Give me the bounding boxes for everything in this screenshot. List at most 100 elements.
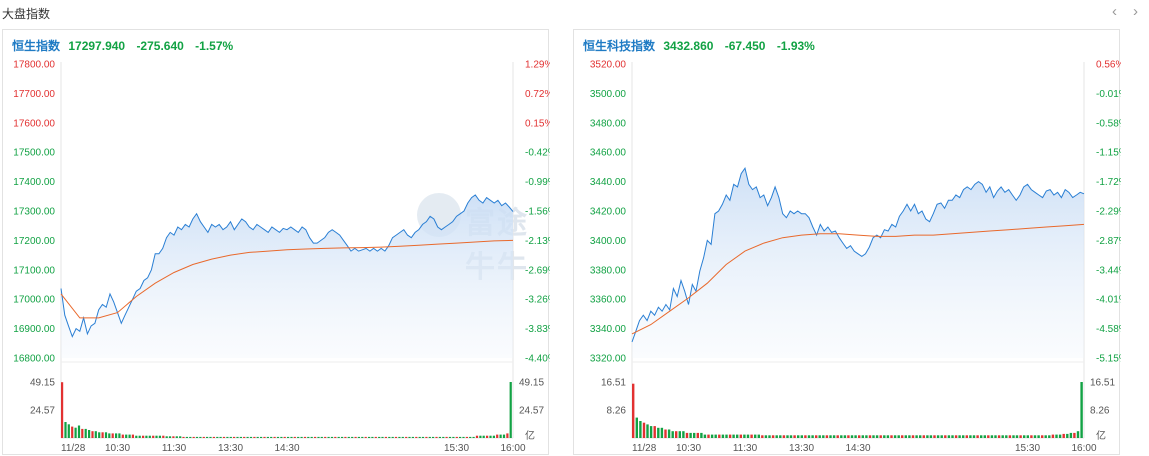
volume-bar: [249, 436, 253, 438]
volume-bar: [750, 434, 753, 438]
volume-tick-label: 8.26: [1090, 405, 1110, 416]
volume-bar: [445, 436, 448, 438]
volume-bar: [206, 436, 209, 438]
volume-bar: [492, 435, 495, 438]
volume-bar: [947, 435, 951, 438]
volume-bar: [825, 435, 829, 438]
volume-bar: [300, 436, 303, 438]
volume-bar: [850, 435, 854, 438]
y-tick-label: 17300.00: [13, 207, 55, 218]
index-change: -67.450: [724, 39, 766, 53]
volume-bar: [394, 436, 398, 438]
volume-bar: [936, 435, 940, 438]
volume-bar: [270, 436, 273, 438]
volume-bar: [922, 435, 925, 438]
volume-bar: [388, 436, 391, 438]
volume-bar: [368, 436, 371, 438]
volume-bar: [696, 432, 699, 438]
price-area: [61, 195, 513, 358]
volume-bar: [428, 436, 431, 438]
volume-bar: [81, 428, 84, 438]
pct-tick-label: -3.26%: [525, 295, 550, 306]
volume-bar: [840, 435, 843, 438]
x-tick-label: 10:30: [676, 443, 701, 454]
x-tick-label: 15:30: [1015, 443, 1040, 454]
volume-bar: [71, 426, 74, 438]
volume-bar: [506, 433, 509, 438]
volume-tick-label: 49.15: [30, 378, 55, 389]
volume-bar: [746, 434, 750, 438]
pct-tick-label: -0.58%: [1096, 118, 1121, 129]
index-price: 3432.860: [663, 39, 714, 53]
y-tick-label: 3500.00: [590, 89, 627, 100]
volume-bar: [239, 436, 242, 438]
volume-bar: [138, 435, 141, 438]
average-price-line: [60, 239, 514, 319]
volume-bar: [865, 435, 868, 438]
volume-bar: [280, 436, 283, 438]
volume-bar: [202, 436, 205, 438]
volume-bar: [142, 435, 145, 438]
volume-bar: [754, 434, 757, 438]
volume-bar: [728, 434, 732, 438]
volume-bar: [108, 433, 111, 438]
volume-bar: [875, 435, 879, 438]
volume-bar: [843, 435, 847, 438]
volume-bar: [818, 435, 821, 438]
volume-tick-label: 24.57: [519, 406, 544, 417]
volume-bar: [710, 434, 714, 438]
intraday-chart: 17800.00 1.29% 17700.00 0.72% 17600.00 0.15% 1…: [13, 60, 550, 455]
price-area: [632, 168, 1084, 358]
chevron-right-icon[interactable]: ›: [1133, 3, 1138, 20]
volume-bar: [307, 436, 310, 438]
volume-bar: [438, 436, 441, 438]
volume-bar: [448, 436, 452, 438]
pct-tick-label: -3.83%: [525, 324, 550, 335]
index-panel-hstech[interactable]: 3520.00 0.56% 3500.00 -0.01% 3480.00 -0.58% 34…: [573, 29, 1121, 455]
index-name[interactable]: 恒生科技指数: [583, 39, 656, 53]
volume-bar: [374, 436, 377, 438]
volume-bar: [1076, 431, 1080, 438]
volume-bar: [782, 435, 786, 438]
volume-bar: [797, 435, 800, 438]
volume-bar: [718, 434, 721, 438]
volume-bar: [901, 435, 904, 438]
volume-bar: [216, 436, 219, 438]
volume-bar: [128, 434, 131, 438]
volume-bar: [1001, 435, 1004, 438]
volume-bar: [347, 436, 350, 438]
volume-bar: [283, 436, 286, 438]
y-tick-label: 3360.00: [590, 295, 627, 306]
pct-tick-label: 0.72%: [525, 89, 550, 100]
chevron-left-icon[interactable]: ‹: [1112, 3, 1117, 20]
index-quote: 恒生科技指数 3432.860 -67.450 -1.93%: [583, 37, 820, 54]
volume-bar: [775, 435, 778, 438]
volume-bar: [192, 436, 195, 438]
volume-bar: [635, 417, 638, 438]
volume-bar: [287, 436, 290, 438]
volume-bar: [1019, 435, 1022, 438]
x-tick-label: 16:00: [1071, 443, 1096, 454]
y-tick-label: 3320.00: [590, 354, 627, 365]
y-tick-label: 3380.00: [590, 265, 627, 276]
volume-bar: [341, 436, 344, 438]
volume-bar: [997, 435, 1001, 438]
volume-bar: [1030, 435, 1033, 438]
y-tick-label: 17800.00: [13, 60, 55, 71]
volume-tick-label: 16.51: [1090, 378, 1115, 389]
y-tick-label: 3340.00: [590, 324, 627, 335]
index-name[interactable]: 恒生指数: [12, 39, 61, 53]
volume-bar: [789, 435, 793, 438]
volume-bar: [675, 431, 678, 438]
volume-bar: [84, 428, 87, 438]
volume-bar: [976, 435, 979, 438]
volume-bar: [990, 435, 994, 438]
y-tick-label: 3440.00: [590, 177, 627, 188]
volume-bar: [858, 435, 861, 438]
volume-bar: [829, 435, 832, 438]
volume-bar: [67, 424, 70, 438]
index-panel-hsi[interactable]: 富途牛牛 17800.001.29%17700.000.72%17600.000…: [2, 29, 550, 455]
volume-bar: [182, 436, 185, 438]
volume-bar: [77, 425, 81, 438]
volume-bar: [98, 432, 101, 438]
